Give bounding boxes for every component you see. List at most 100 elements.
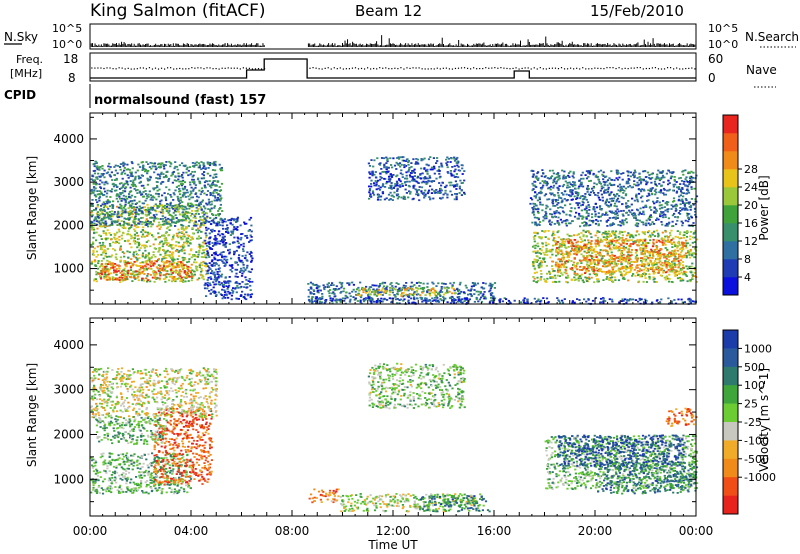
data-cell (172, 171, 175, 173)
data-cell (135, 202, 139, 205)
nave-point (145, 68, 148, 70)
data-cell (460, 194, 463, 196)
data-cell (164, 252, 167, 254)
data-cell (426, 181, 429, 184)
data-cell (239, 269, 242, 272)
data-cell (250, 259, 253, 262)
nave-point (157, 68, 160, 70)
data-cell (683, 236, 686, 239)
data-cell (105, 172, 108, 175)
data-cell (444, 189, 447, 192)
data-cell (169, 223, 172, 225)
data-cell (146, 195, 149, 197)
data-cell (135, 256, 138, 259)
data-cell (614, 279, 617, 281)
data-cell (554, 240, 557, 243)
data-cell (404, 160, 408, 162)
nave-point (376, 68, 378, 70)
data-cell (103, 245, 106, 247)
data-cell (209, 208, 212, 211)
data-cell (122, 211, 125, 214)
data-cell (193, 181, 196, 183)
data-cell (463, 170, 466, 172)
data-cell (93, 209, 96, 211)
nave-point (218, 68, 220, 70)
data-cell (407, 300, 410, 303)
data-cell (228, 252, 231, 255)
data-cell (134, 171, 137, 174)
data-cell (133, 207, 136, 209)
data-cell (450, 174, 453, 177)
data-cell (130, 183, 133, 186)
data-cell (129, 209, 132, 212)
data-cell (98, 175, 101, 178)
data-cell (212, 183, 215, 186)
data-cell (242, 250, 245, 252)
data-cell (99, 187, 103, 190)
data-cell (174, 244, 177, 247)
data-cell (593, 263, 597, 266)
data-cell (413, 175, 416, 177)
data-cell (163, 164, 166, 166)
data-cell (104, 190, 107, 193)
data-cell (120, 215, 123, 218)
data-cell (615, 264, 618, 267)
nave-point (354, 67, 357, 69)
data-cell (156, 177, 160, 180)
nave-point (176, 68, 178, 70)
nave-point (254, 68, 257, 70)
data-cell (428, 292, 432, 295)
data-cell (198, 229, 201, 232)
data-cell (120, 212, 123, 215)
data-cell (368, 189, 371, 192)
data-cell (108, 232, 111, 234)
data-cell (123, 217, 126, 220)
data-cell (235, 291, 238, 294)
data-cell (119, 281, 122, 283)
data-cell (201, 200, 204, 203)
data-cell (165, 250, 168, 253)
data-cell (165, 243, 169, 246)
data-cell (182, 191, 185, 194)
data-cell (245, 298, 248, 301)
data-cell (574, 245, 577, 248)
data-cell (200, 256, 203, 258)
data-cell (395, 180, 399, 183)
data-cell (123, 276, 126, 278)
data-cell (218, 270, 221, 273)
data-cell (553, 274, 556, 277)
data-cell (417, 193, 420, 195)
data-cell (179, 275, 182, 278)
nave-point (624, 67, 626, 69)
data-cell (197, 253, 200, 256)
data-cell (198, 266, 201, 269)
data-cell (452, 281, 455, 284)
data-cell (127, 196, 131, 198)
data-cell (438, 176, 441, 179)
data-cell (107, 200, 110, 202)
data-cell (348, 283, 351, 286)
data-cell (431, 281, 434, 284)
data-cell (422, 282, 425, 285)
beam-label: Beam 12 (355, 2, 422, 20)
data-cell (425, 183, 428, 185)
data-cell (100, 260, 103, 262)
data-cell (383, 164, 386, 167)
nave-point (515, 67, 517, 69)
data-cell (181, 162, 184, 165)
data-cell (237, 286, 240, 289)
data-cell (149, 280, 152, 283)
data-cell (117, 200, 120, 203)
data-cell (171, 267, 174, 270)
data-cell (455, 198, 458, 201)
data-cell (198, 277, 201, 280)
data-cell (307, 283, 310, 285)
data-cell (536, 242, 539, 245)
nave-point (554, 67, 557, 69)
data-cell (95, 250, 98, 253)
data-cell (180, 228, 183, 230)
data-cell (438, 172, 441, 175)
data-cell (674, 255, 677, 258)
data-cell (173, 262, 176, 264)
data-cell (154, 260, 157, 262)
